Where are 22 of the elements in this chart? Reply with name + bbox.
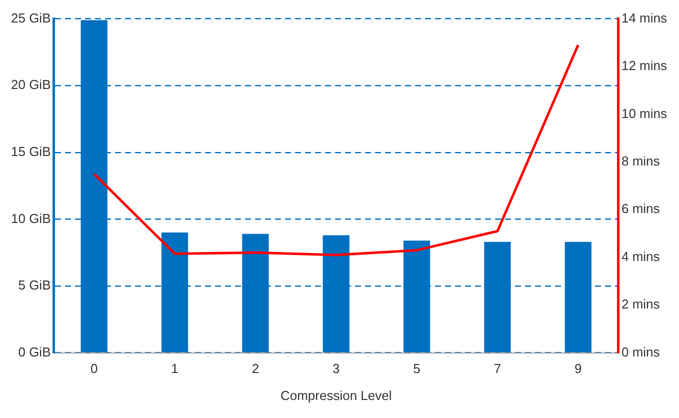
x-tick-label: 2 <box>252 361 260 376</box>
y2-tick-label: 12 mins <box>621 58 668 74</box>
y-tick-label: 25 GiB <box>10 10 51 26</box>
x-tick-label: 9 <box>574 361 582 376</box>
y-tick-label: 15 GiB <box>10 144 51 159</box>
y2-tick-label: 6 mins <box>621 201 660 216</box>
y2-tick-label: 0 mins <box>621 344 660 360</box>
x-tick-label: 5 <box>413 361 420 376</box>
y-tick-label: 20 GiB <box>10 77 51 92</box>
x-tick-label: 0 <box>90 361 98 376</box>
y2-tick-label: 8 mins <box>621 154 660 169</box>
y2-tick-label: 2 mins <box>621 296 660 312</box>
y-tick-label: 5 GiB <box>18 278 51 293</box>
y2-tick-label: 14 mins <box>621 10 668 26</box>
x-tick-label: 1 <box>171 361 178 376</box>
x-tick-label: 7 <box>494 361 502 376</box>
x-axis-title: Compression Level <box>280 388 392 403</box>
y2-tick-label: 10 mins <box>621 106 668 121</box>
x-tick-label: 3 <box>332 361 340 376</box>
y-tick-label: 10 GiB <box>10 210 51 226</box>
y-tick-label: 0 GiB <box>18 344 51 360</box>
y2-tick-label: 4 mins <box>621 248 660 264</box>
